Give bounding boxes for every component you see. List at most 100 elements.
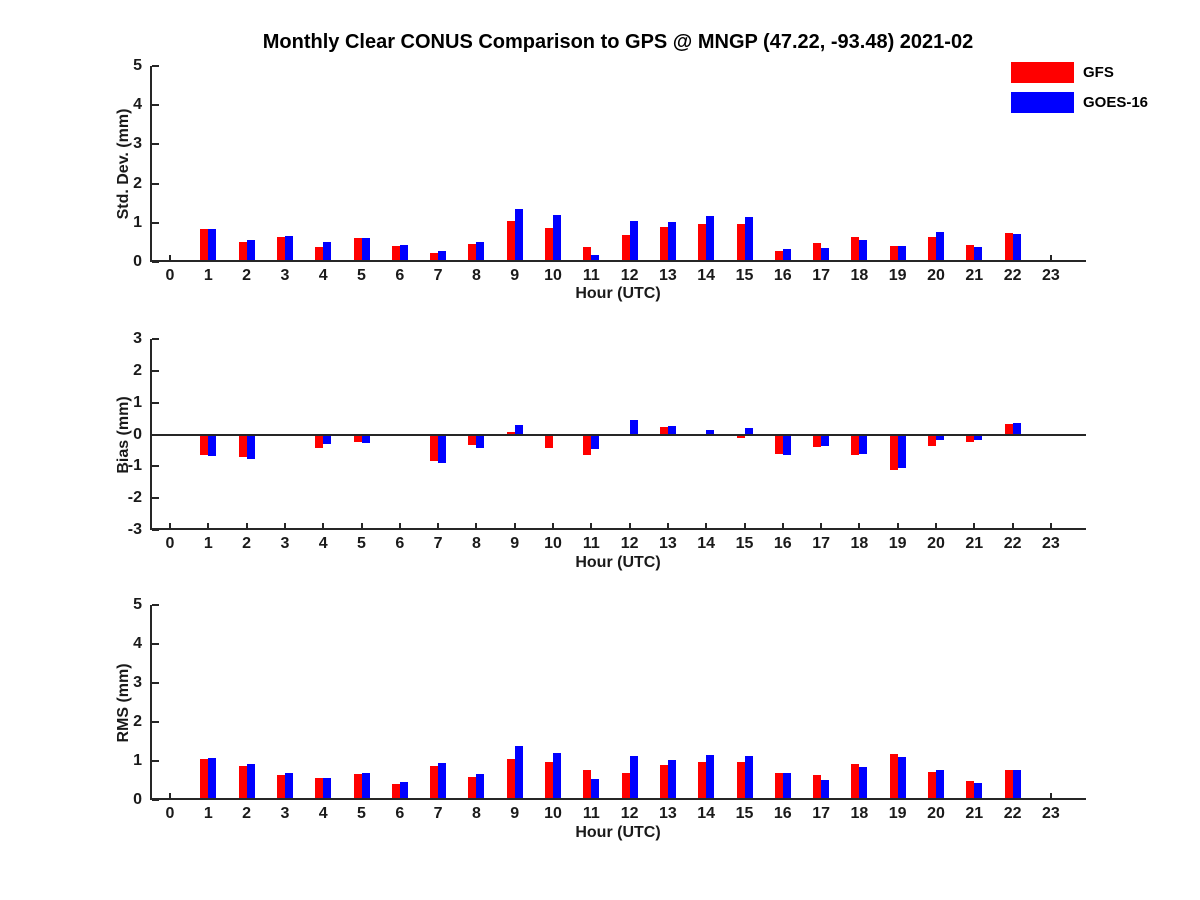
x-tick-label-hour-0: 0 xyxy=(165,805,175,822)
y-axis-spine xyxy=(150,339,152,530)
bar-gfs-hour-4 xyxy=(315,247,324,262)
bar-goes16-hour-11 xyxy=(591,778,600,800)
x-tick-label-hour-23: 23 xyxy=(1041,535,1060,552)
x-tick-label-hour-10: 10 xyxy=(544,267,562,284)
gfs-color-swatch xyxy=(1011,61,1074,83)
x-tick-label-hour-7: 7 xyxy=(433,805,443,822)
bar-goes16-hour-20 xyxy=(936,769,944,800)
rms-plot-area: 0 1 2 3 4 5 6 7 8 9 10 11 12 13 14 15 16 17 18 19 20 21 22 23 0 1… xyxy=(133,596,1086,822)
bar-goes16-hour-14 xyxy=(706,754,715,800)
bias-y-axis-label: Bias (mm) xyxy=(115,396,132,474)
bar-goes16-hour-6 xyxy=(399,782,408,800)
bar-gfs-hour-10 xyxy=(545,434,553,448)
bar-gfs-hour-11 xyxy=(583,247,592,262)
x-tick-hour-4 xyxy=(322,523,325,530)
x-tick-label-hour-19: 19 xyxy=(888,535,907,552)
bar-goes16-hour-12 xyxy=(629,420,638,435)
bar-goes16-hour-17 xyxy=(821,779,830,800)
bar-gfs-hour-3 xyxy=(276,774,285,800)
x-tick-label-hour-6: 6 xyxy=(395,805,405,822)
x-tick-label-hour-2: 2 xyxy=(242,805,252,822)
x-tick-hour-12 xyxy=(628,523,631,530)
x-axis-spine xyxy=(150,798,1086,800)
bar-gfs-hour-22 xyxy=(1004,232,1013,262)
x-tick-hour-23 xyxy=(1049,523,1052,530)
x-tick-label-hour-8: 8 xyxy=(471,535,481,552)
bar-gfs-hour-12 xyxy=(621,773,630,800)
x-tick-label-hour-23: 23 xyxy=(1041,267,1060,284)
bar-goes16-hour-16 xyxy=(782,249,791,262)
bar-gfs-hour-15 xyxy=(736,434,745,439)
bar-goes16-hour-8 xyxy=(476,434,485,448)
x-tick-label-hour-3: 3 xyxy=(280,267,290,284)
y-tick-1 xyxy=(152,401,159,404)
y-tick-label-1: 1 xyxy=(133,393,142,411)
bar-gfs-hour-9 xyxy=(506,759,515,800)
x-tick-label-hour-18: 18 xyxy=(850,805,869,822)
x-tick-hour-14 xyxy=(705,523,708,530)
bar-gfs-hour-14 xyxy=(698,762,707,800)
x-tick-hour-17 xyxy=(820,523,823,530)
rms-x-axis-label: Hour (UTC) xyxy=(575,824,661,841)
legend: GFS GOES-16 xyxy=(1011,61,1148,121)
bar-gfs-hour-5 xyxy=(353,237,362,262)
y-tick-label--3: -3 xyxy=(127,521,142,538)
bar-goes16-hour-18 xyxy=(859,434,868,454)
bar-goes16-hour-2 xyxy=(246,240,255,262)
bar-goes16-hour-6 xyxy=(399,244,408,262)
legend-label-goes16: GOES-16 xyxy=(1083,93,1149,111)
x-tick-hour-2 xyxy=(245,523,248,530)
bar-gfs-hour-2 xyxy=(238,434,247,458)
x-tick-label-hour-2: 2 xyxy=(242,535,252,552)
x-tick-hour-0 xyxy=(169,523,171,530)
x-tick-hour-8 xyxy=(475,523,478,530)
legend-item-gfs: GFS xyxy=(1011,61,1148,83)
x-tick-hour-5 xyxy=(360,523,363,530)
y-tick-label-2: 2 xyxy=(133,361,142,379)
y-tick-label-2: 2 xyxy=(133,713,142,730)
y-tick-5 xyxy=(152,604,159,606)
x-tick-hour-15 xyxy=(743,523,746,530)
bar-goes16-hour-10 xyxy=(553,214,561,262)
x-tick-hour-9 xyxy=(513,523,516,530)
bar-goes16-hour-18 xyxy=(859,239,868,262)
bar-goes16-hour-14 xyxy=(706,430,715,435)
x-tick-label-hour-15: 15 xyxy=(735,267,754,284)
x-tick-hour-11 xyxy=(590,523,593,530)
y-tick-label-5: 5 xyxy=(133,57,142,74)
bar-goes16-hour-15 xyxy=(744,427,753,435)
bar-gfs-hour-4 xyxy=(315,434,324,448)
bar-goes16-hour-4 xyxy=(323,242,332,262)
bar-goes16-hour-8 xyxy=(476,773,485,800)
x-tick-label-hour-18: 18 xyxy=(850,535,869,552)
x-tick-hour-0 xyxy=(169,255,171,262)
x-tick-hour-23 xyxy=(1049,793,1052,800)
x-tick-label-hour-2: 2 xyxy=(242,267,252,284)
bar-goes16-hour-9 xyxy=(514,424,523,435)
x-tick-hour-10 xyxy=(552,523,554,530)
bar-gfs-hour-10 xyxy=(545,227,553,262)
x-tick-label-hour-1: 1 xyxy=(203,535,213,552)
x-tick-hour-1 xyxy=(207,523,210,530)
bar-goes16-hour-5 xyxy=(361,434,370,444)
y-tick-label-2: 2 xyxy=(133,174,142,192)
x-tick-label-hour-4: 4 xyxy=(318,805,328,822)
x-tick-label-hour-19: 19 xyxy=(888,805,907,822)
bar-goes16-hour-2 xyxy=(246,434,255,460)
x-tick-label-hour-0: 0 xyxy=(165,267,175,284)
y-tick-3 xyxy=(152,338,159,340)
bar-gfs-hour-20 xyxy=(928,434,936,446)
bar-goes16-hour-4 xyxy=(323,777,332,800)
bar-gfs-hour-16 xyxy=(774,773,783,800)
x-tick-label-hour-20: 20 xyxy=(927,535,945,552)
x-tick-label-hour-13: 13 xyxy=(658,535,677,552)
x-tick-label-hour-20: 20 xyxy=(927,267,945,284)
bar-goes16-hour-3 xyxy=(284,235,293,262)
bar-goes16-hour-15 xyxy=(744,755,753,800)
bar-gfs-hour-1 xyxy=(200,759,209,800)
bar-gfs-hour-13 xyxy=(659,764,668,800)
y-tick-label-4: 4 xyxy=(133,96,142,114)
x-tick-label-hour-15: 15 xyxy=(735,535,754,552)
x-tick-label-hour-11: 11 xyxy=(582,267,600,284)
zero-line xyxy=(150,433,1086,436)
